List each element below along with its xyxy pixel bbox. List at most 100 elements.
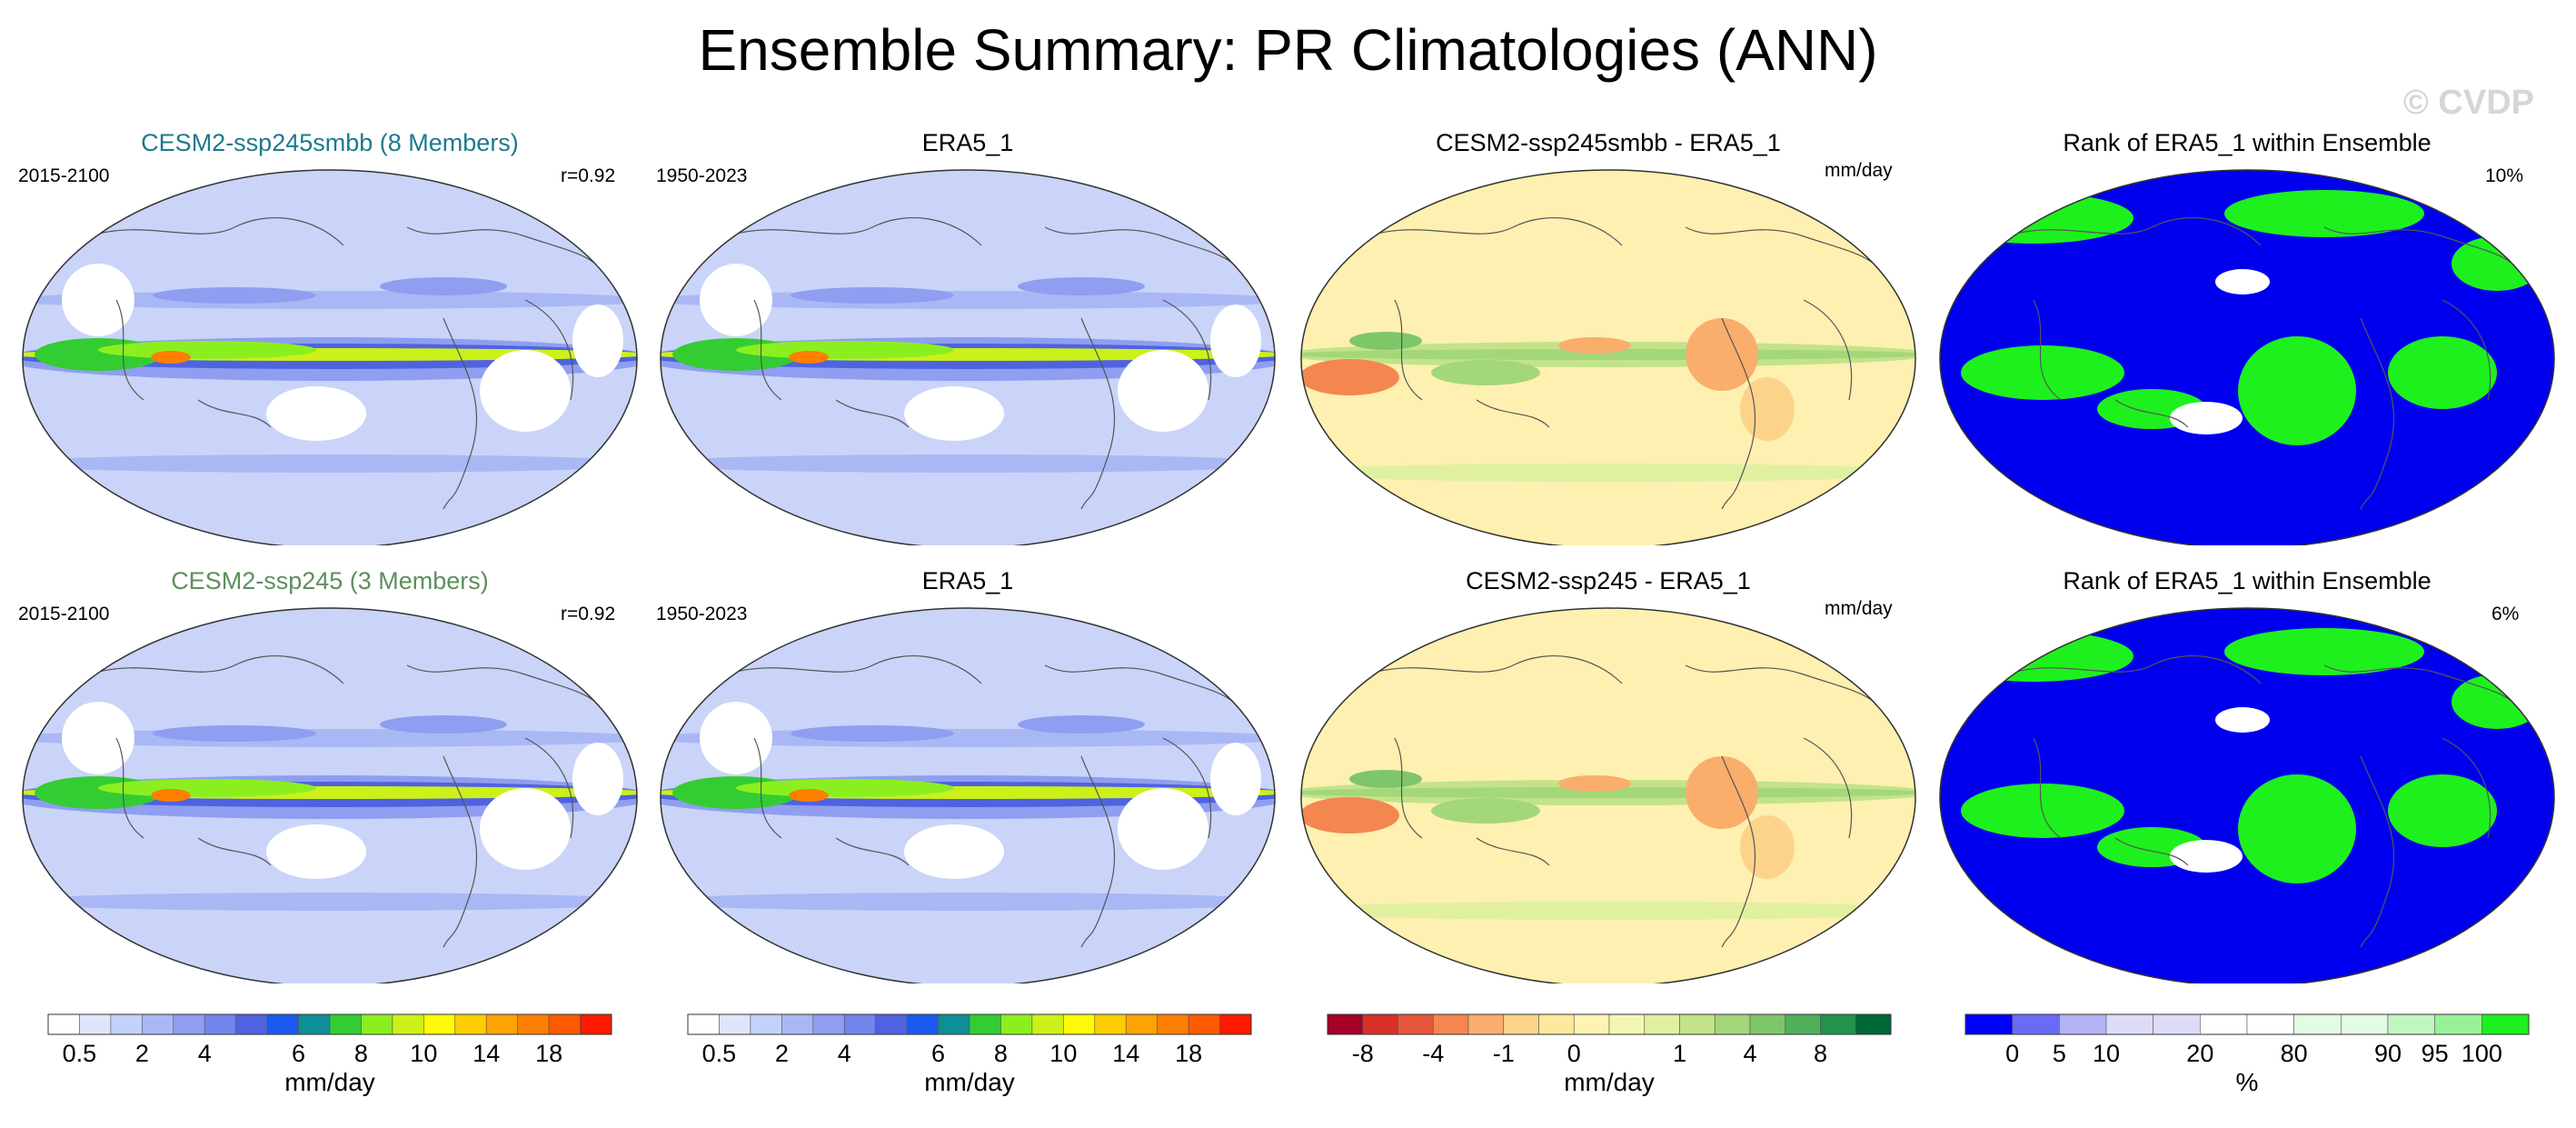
colorbar-tick-label: 6 [292,1040,305,1067]
colorbar-swatch [1538,1013,1575,1035]
colorbar-swatch [204,1013,236,1035]
colorbar-swatch [1397,1013,1434,1035]
colorbar-tick-label: 90 [2374,1040,2402,1067]
panel-title-r1c2: ERA5_1 [921,129,1014,156]
colorbar-swatch [580,1013,612,1035]
map-r1c1 [22,169,638,545]
colorbar-units: mm/day [1564,1068,1655,1096]
colorbar-tick-label: 4 [198,1040,212,1067]
colorbar-swatch [843,1013,876,1035]
colorbar-swatch [1063,1013,1096,1035]
colorbar-swatch [812,1013,845,1035]
map-field-r1c1 [23,170,637,545]
colorbar-tick-label: 5 [2053,1040,2066,1067]
colorbar-swatch [266,1013,299,1035]
colorbar-swatch [1327,1013,1364,1035]
colorbar-swatch [1188,1013,1220,1035]
colorbar-swatch [1573,1013,1610,1035]
panel-title-r2c1: CESM2-ssp245 (3 Members) [171,567,489,594]
colorbar-swatch [2387,1013,2435,1035]
colorbar-swatch [2153,1013,2201,1035]
colorbar-tick-label: 4 [838,1040,851,1067]
colorbar-rank: 0 5 10 20 80 90 95 100% [1964,1013,2530,1096]
panel-title-r2c3: CESM2-ssp245 - ERA5_1 [1466,567,1751,594]
colorbar-swatch [1219,1013,1252,1035]
colorbar-tick-label: 14 [1112,1040,1139,1067]
colorbar-swatch [1467,1013,1505,1035]
colorbar-swatch [719,1013,751,1035]
colorbar-swatch [1749,1013,1786,1035]
colorbar-swatch [969,1013,1001,1035]
colorbar-swatch [1785,1013,1821,1035]
colorbar-swatch [2059,1013,2107,1035]
colorbar-swatch [2246,1013,2294,1035]
map-r2c1 [22,607,638,983]
colorbar-swatch [47,1013,80,1035]
colorbar-swatch [392,1013,424,1035]
colorbar-tick-label: 80 [2281,1040,2308,1067]
colorbar-units: mm/day [924,1068,1015,1096]
colorbar-swatch [781,1013,814,1035]
panel-units-r1c3: mm/day [1825,160,1893,181]
colorbar-swatch [1964,1013,2013,1035]
colorbar-tick-label: 20 [2186,1040,2213,1067]
colorbar-tick-label: 10 [2093,1040,2120,1067]
colorbar-tick-label: 100 [2462,1040,2502,1067]
map-r2c3 [1300,607,1916,983]
colorbar-swatch [1157,1013,1189,1035]
colorbar-tick-label: 0.5 [702,1040,737,1067]
colorbar-swatch [485,1013,518,1035]
colorbar-swatch [142,1013,174,1035]
colorbar-tick-label: 0 [1567,1040,1581,1067]
map-r2c4 [1939,607,2555,983]
map-field-r2c1 [23,608,637,983]
panel-title-r2c2: ERA5_1 [921,567,1014,594]
colorbar-swatch [298,1013,331,1035]
colorbar-tick-label: 95 [2422,1040,2449,1067]
colorbar-swatch [1000,1013,1033,1035]
map-field-r2c2 [661,608,1275,983]
colorbar-swatch [687,1013,720,1035]
colorbar-swatch [423,1013,456,1035]
colorbar-tick-label: -8 [1352,1040,1374,1067]
colorbar-swatch [2012,1013,2060,1035]
map-border-r2c1 [22,607,638,983]
colorbar-tick-label: 8 [354,1040,368,1067]
colorbar-swatch [1094,1013,1127,1035]
map-border-r1c4 [1939,169,2555,545]
colorbar-swatch [1125,1013,1158,1035]
panel-period-r1c2: 1950-2023 [656,165,748,186]
panel-period-r2c2: 1950-2023 [656,604,748,624]
map-field-r1c2 [661,170,1275,545]
map-border-r1c2 [660,169,1276,545]
panel-title-r1c4: Rank of ERA5_1 within Ensemble [2063,129,2432,156]
colorbar-swatch [110,1013,143,1035]
colorbar-clim-2: 0.5 2 4 6 8 10 14 18 mm/day [687,1013,1252,1096]
map-border-r2c4 [1939,607,2555,983]
panel-correlation-r1c1: r=0.92 [561,165,616,186]
colorbar-tick-label: 4 [1743,1040,1756,1067]
colorbar-swatch [938,1013,970,1035]
colorbar-tick-label: 2 [135,1040,149,1067]
colorbar-tick-label: 18 [535,1040,562,1067]
colorbar-swatch [548,1013,581,1035]
colorbar-swatch [329,1013,362,1035]
colorbar-swatch [906,1013,939,1035]
colorbar-swatch [1855,1013,1892,1035]
colorbar-swatch [2434,1013,2482,1035]
colorbar-swatch [517,1013,550,1035]
map-border-r2c3 [1300,607,1916,983]
colorbar-clim-1: 0.5 2 4 6 8 10 14 18 mm/day [47,1013,612,1096]
colorbar-tick-label: 10 [410,1040,437,1067]
cvdp-watermark: © CVDP [2402,84,2534,122]
map-border-r2c2 [660,607,1276,983]
colorbar-tick-label: 0 [2005,1040,2019,1067]
panel-title-r1c3: CESM2-ssp245smbb - ERA5_1 [1436,129,1781,156]
map-field-r1c3 [1301,170,1915,545]
map-border-r1c3 [1300,169,1916,545]
colorbar-tick-label: 2 [775,1040,789,1067]
colorbar-swatch [1031,1013,1064,1035]
colorbar-swatch [2105,1013,2153,1035]
colorbar-tick-label: -4 [1422,1040,1444,1067]
colorbar-tick-label: 8 [1814,1040,1827,1067]
